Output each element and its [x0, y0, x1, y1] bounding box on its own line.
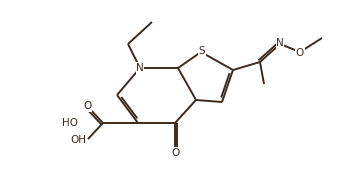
Text: HO: HO [62, 118, 78, 128]
Text: OH: OH [70, 135, 86, 145]
Text: N: N [136, 63, 144, 73]
Text: S: S [199, 46, 205, 56]
Text: O: O [296, 48, 304, 58]
Text: N: N [276, 38, 284, 48]
Text: O: O [172, 148, 180, 158]
Text: O: O [83, 101, 91, 111]
